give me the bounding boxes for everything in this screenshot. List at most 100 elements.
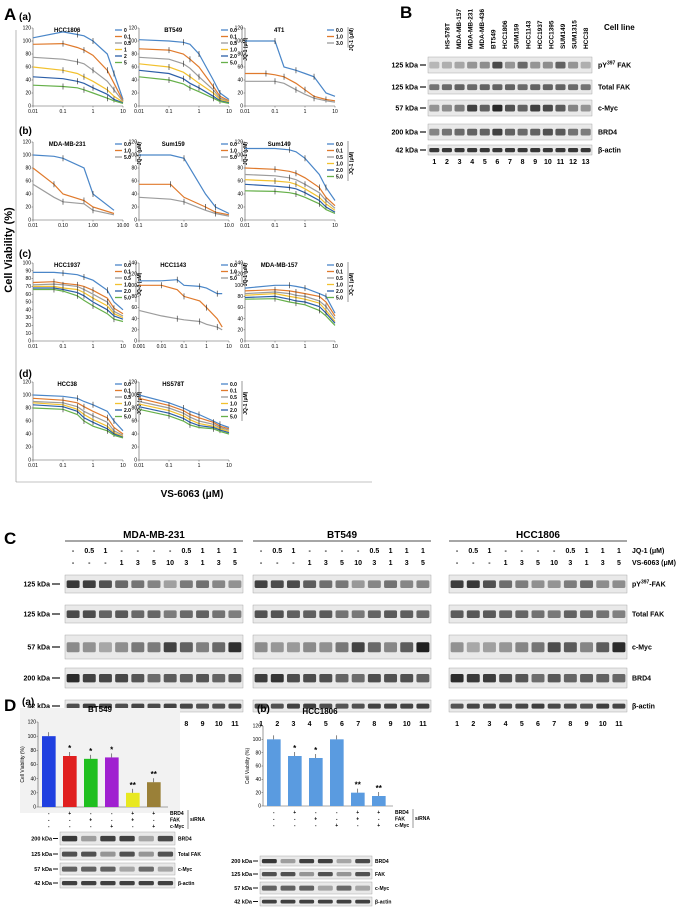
band <box>504 61 516 69</box>
x-tick-label: 1.00 <box>88 223 98 229</box>
y-tick-label: 20 <box>131 445 137 451</box>
band <box>441 128 452 136</box>
band <box>479 61 490 69</box>
band <box>568 61 579 69</box>
band <box>580 580 594 588</box>
y-tick-label: 80 <box>131 406 137 412</box>
series-line-1-0 <box>32 402 124 438</box>
x-tick-label: 1 <box>304 109 307 115</box>
legend-entry: 5.0 <box>230 276 237 282</box>
band <box>286 580 300 588</box>
jq1-value: 0.5 <box>565 548 575 555</box>
legend-entry: 5 <box>124 60 127 66</box>
band <box>280 872 296 877</box>
x-tick-label: 0.1 <box>272 109 279 115</box>
vs6063-value: - <box>72 560 75 567</box>
blot-label: β-actin <box>598 148 621 155</box>
series-line-0-0 <box>32 394 124 432</box>
band <box>228 610 242 618</box>
band <box>81 851 97 857</box>
y-tick-label: 20 <box>25 205 31 211</box>
treatment-label: FAK <box>395 817 405 823</box>
line-chart-4t1: 0 20 40 60 80 100 120 0.01 0.1 1 10 4T1 0.01.03.0 JQ-… <box>235 26 355 115</box>
band <box>115 610 129 618</box>
lane-number: 4 <box>470 159 474 166</box>
band <box>82 642 96 653</box>
x-tick-label: 0.01 <box>157 344 167 350</box>
y-tick-label: 120 <box>129 380 138 386</box>
band <box>441 104 452 112</box>
band <box>228 580 242 588</box>
blot-group-mda-mb-231: MDA-MB-231-0.51----0.5111---135103135123… <box>64 530 244 728</box>
y-tick-label: 80 <box>237 52 243 58</box>
x-tick-label: 1 <box>304 344 307 350</box>
chart-title: HCC38 <box>57 382 77 388</box>
cell-line-label: MDA-MB-231 <box>468 9 475 49</box>
blot-label: c-Myc <box>632 645 652 652</box>
treatment-label: BRD4 <box>170 811 184 817</box>
legend-entry: 5.0 <box>124 155 131 161</box>
band <box>479 148 490 153</box>
band <box>454 104 465 112</box>
bar-6 <box>372 796 386 806</box>
series-line-5-0 <box>244 190 336 215</box>
vs6063-value: - <box>472 560 475 567</box>
legend-unit: JQ-1 (μM) <box>243 37 249 60</box>
series-line-1-0 <box>139 183 230 216</box>
band <box>336 872 352 877</box>
series-line-0-0 <box>139 154 230 215</box>
band <box>504 148 516 153</box>
band <box>530 128 541 136</box>
band <box>163 703 177 709</box>
cell-line-label: MDA-MB-157 <box>456 9 463 49</box>
band <box>98 703 112 709</box>
blot-row-2 <box>64 634 244 660</box>
y-tick-label: 10 <box>25 331 31 337</box>
blot-membrane <box>259 881 373 895</box>
band <box>384 703 398 709</box>
x-tick-label: 0.1 <box>60 463 67 469</box>
band <box>504 104 516 112</box>
blot-row-1 <box>448 604 628 624</box>
bar-1 <box>42 736 56 807</box>
y-tick-label: 0 <box>240 104 243 110</box>
vs6063-value: - <box>488 560 491 567</box>
band <box>467 128 478 136</box>
band <box>580 128 591 136</box>
x-tick-label: 0.01 <box>28 463 38 469</box>
legend-entry: 1.0 <box>230 269 237 275</box>
x-tick-label: 10 <box>120 109 126 115</box>
lane-number: 6 <box>495 159 499 166</box>
y-tick-label: 100 <box>129 393 138 399</box>
bar-4 <box>330 739 344 806</box>
legend-entry: 0.5 <box>230 395 237 401</box>
band <box>400 642 414 653</box>
lane-number: 3 <box>292 721 296 728</box>
vs6063-value: - <box>260 560 263 567</box>
y-tick-label: 0 <box>258 804 261 810</box>
vs6063-value: 1 <box>585 560 589 567</box>
vs6063-value: 5 <box>536 560 540 567</box>
legend-entry: 0.0 <box>124 382 131 388</box>
vs6063-value: - <box>292 560 295 567</box>
band <box>119 851 135 857</box>
treatment-value: - <box>294 823 296 829</box>
band <box>563 610 577 618</box>
blot-row-c-myc <box>259 881 373 895</box>
band <box>335 674 349 683</box>
cell-line-label: SUM159 <box>514 23 521 49</box>
series-line-2-0 <box>244 183 336 213</box>
legend-entry: 0.1 <box>336 269 343 275</box>
blot-row-brd4 <box>59 831 176 846</box>
vs6063-value: 3 <box>520 560 524 567</box>
band <box>228 642 242 653</box>
legend-entry: 5.0 <box>336 174 343 180</box>
band <box>81 881 97 886</box>
lane-number: 5 <box>483 159 487 166</box>
y-tick-label: 20 <box>25 445 31 451</box>
significance-mark: * <box>68 744 72 753</box>
vs6063-value: - <box>104 560 107 567</box>
y-tick-label: 80 <box>25 166 31 172</box>
significance-mark: ** <box>355 781 362 790</box>
